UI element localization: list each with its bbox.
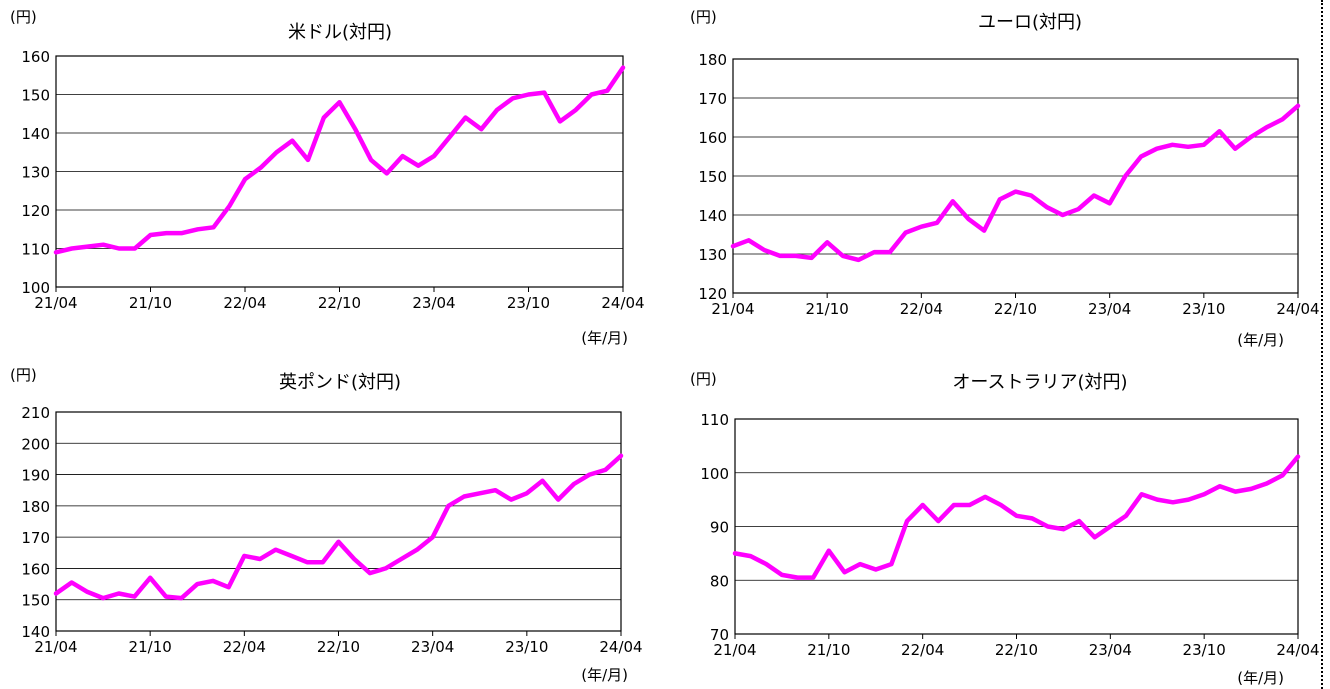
x-tick-label: 24/04	[599, 638, 642, 656]
y-tick-label: 110	[700, 411, 729, 429]
x-axis-unit: (年/月)	[1237, 669, 1284, 687]
y-axis-unit: (円)	[10, 366, 37, 384]
y-tick-label: 170	[698, 90, 727, 108]
x-tick-label: 21/10	[806, 300, 849, 318]
x-tick-label: 22/10	[317, 638, 360, 656]
plot-area	[55, 411, 622, 632]
y-tick-label: 200	[21, 435, 50, 453]
x-axis-unit: (年/月)	[581, 666, 628, 684]
y-tick-label: 140	[698, 207, 727, 225]
x-tick-label: 21/04	[34, 638, 77, 656]
x-tick-label: 21/10	[807, 641, 850, 659]
y-tick-label: 90	[710, 519, 729, 537]
x-tick-label: 22/10	[994, 300, 1037, 318]
y-axis-unit: (円)	[690, 370, 717, 388]
x-axis-unit: (年/月)	[1237, 331, 1284, 349]
x-tick-label: 24/04	[601, 294, 644, 312]
y-tick-label: 110	[21, 241, 50, 259]
x-tick-label: 23/10	[1183, 641, 1226, 659]
y-tick-label: 210	[21, 404, 50, 422]
x-tick-label: 23/10	[505, 638, 548, 656]
x-axis-unit: (年/月)	[581, 329, 628, 347]
y-tick-label: 180	[698, 51, 727, 69]
series-line	[53, 453, 624, 601]
y-tick-label: 120	[21, 202, 50, 220]
x-tick-label: 23/04	[1089, 641, 1132, 659]
chart-title: ユーロ(対円)	[978, 12, 1082, 33]
y-tick-label: 190	[21, 467, 50, 485]
series-line	[730, 103, 1301, 263]
x-tick-label: 23/10	[1182, 300, 1225, 318]
y-tick-label: 70	[710, 626, 729, 644]
y-tick-label: 170	[21, 529, 50, 547]
y-tick-label: 140	[21, 125, 50, 143]
x-tick-label: 21/10	[129, 638, 172, 656]
y-tick-label: 130	[698, 246, 727, 264]
y-tick-label: 160	[21, 560, 50, 578]
x-tick-label: 24/04	[1276, 641, 1319, 659]
y-tick-label: 180	[21, 498, 50, 516]
dotted-divider	[1321, 0, 1323, 689]
y-tick-label: 100	[700, 465, 729, 483]
y-tick-label: 150	[21, 592, 50, 610]
x-tick-label: 24/04	[1276, 300, 1319, 318]
series-line	[53, 65, 626, 255]
y-tick-label: 140	[21, 623, 50, 641]
y-tick-label: 130	[21, 164, 50, 182]
y-tick-label: 160	[21, 48, 50, 66]
chart-title: オーストラリア(対円)	[952, 372, 1127, 393]
x-tick-label: 21/10	[129, 294, 172, 312]
chart-title: 英ポンド(対円)	[279, 372, 401, 393]
y-tick-label: 150	[21, 87, 50, 105]
y-tick-label: 100	[21, 279, 50, 297]
x-tick-label: 23/04	[412, 294, 455, 312]
series-line	[732, 454, 1301, 580]
x-tick-label: 22/04	[223, 294, 266, 312]
y-tick-label: 150	[698, 168, 727, 186]
x-tick-label: 23/10	[507, 294, 550, 312]
x-tick-label: 22/04	[901, 641, 944, 659]
x-tick-label: 22/04	[900, 300, 943, 318]
y-tick-label: 120	[698, 285, 727, 303]
x-tick-label: 22/04	[223, 638, 266, 656]
x-tick-label: 23/04	[411, 638, 454, 656]
x-tick-label: 23/04	[1088, 300, 1131, 318]
x-tick-label: 21/04	[713, 641, 756, 659]
y-tick-label: 160	[698, 129, 727, 147]
x-tick-label: 22/10	[318, 294, 361, 312]
chart-title: 米ドル(対円)	[288, 22, 392, 43]
x-tick-label: 22/10	[995, 641, 1038, 659]
y-axis-unit: (円)	[10, 8, 37, 26]
x-tick-label: 21/04	[34, 294, 77, 312]
x-tick-label: 21/04	[711, 300, 754, 318]
y-tick-label: 80	[710, 572, 729, 590]
y-axis-unit: (円)	[690, 8, 717, 26]
